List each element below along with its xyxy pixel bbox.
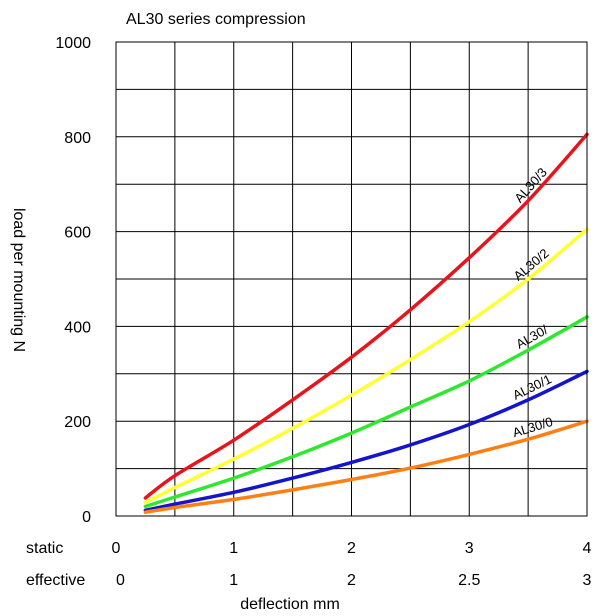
grid <box>116 42 587 516</box>
y-tick-label: 400 <box>64 319 91 336</box>
series-line-AL30-1 <box>143 369 589 513</box>
y-tick-label: 0 <box>82 509 91 526</box>
y-axis-title: load per mounting N <box>10 208 27 352</box>
y-tick-label: 800 <box>64 130 91 147</box>
series-line-AL30 <box>143 315 589 509</box>
x-tick-label-static: 0 <box>112 540 121 557</box>
x-tick-label-effective: 2 <box>347 572 356 589</box>
x-axis-title: deflection mm <box>240 596 340 613</box>
static-row-label: static <box>26 540 63 557</box>
y-tick-label: 1000 <box>55 35 91 52</box>
series-lines <box>143 132 589 514</box>
x-tick-label-static: 2 <box>347 540 356 557</box>
chart-title: AL30 series compression <box>126 11 306 28</box>
series-line-AL30-3 <box>143 132 589 500</box>
x-tick-label-effective: 2.5 <box>458 572 480 589</box>
series-line-AL30-0 <box>143 419 589 514</box>
series-line-AL30-2 <box>143 227 589 505</box>
y-tick-label: 200 <box>64 414 91 431</box>
y-tick-labels: 0 200 400 600 800 1000 <box>55 35 91 526</box>
x-tick-label-static: 1 <box>229 540 238 557</box>
x-tick-label-effective: 3 <box>583 572 592 589</box>
plot-frame <box>115 41 588 517</box>
x-tick-labels-static: 0 1 2 3 4 <box>112 540 592 557</box>
effective-row-label: effective <box>26 572 85 589</box>
x-tick-label-static: 3 <box>465 540 474 557</box>
x-tick-label-static: 4 <box>583 540 592 557</box>
x-tick-label-effective: 0 <box>116 572 125 589</box>
y-tick-label: 600 <box>64 225 91 242</box>
x-tick-labels-effective: 0 1 2 2.5 3 <box>116 572 592 589</box>
x-tick-label-effective: 1 <box>229 572 238 589</box>
